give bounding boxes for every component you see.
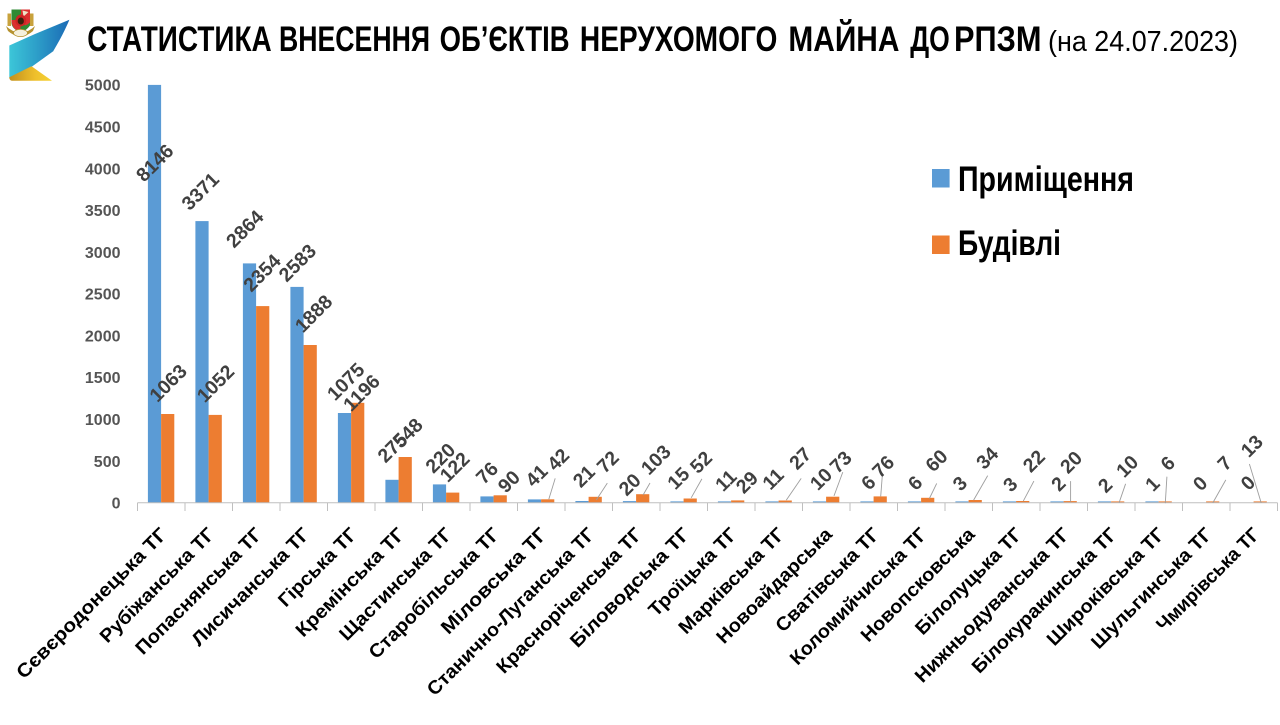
svg-text:500: 500: [94, 454, 121, 471]
svg-text:4500: 4500: [85, 120, 121, 137]
svg-text:НЕРУХОМОГО: НЕРУХОМОГО: [580, 20, 778, 59]
svg-text:ДО: ДО: [910, 20, 950, 59]
svg-text:3500: 3500: [85, 203, 121, 220]
svg-text:2500: 2500: [85, 287, 121, 304]
svg-text:3000: 3000: [85, 245, 121, 262]
svg-text:2000: 2000: [85, 328, 121, 345]
svg-text:МАЙНА: МАЙНА: [788, 19, 899, 59]
svg-text:(на 24.07.2023): (на 24.07.2023): [1048, 26, 1238, 58]
svg-text:0: 0: [112, 496, 121, 513]
svg-text:1000: 1000: [85, 412, 121, 429]
svg-text:1500: 1500: [85, 370, 121, 387]
svg-text:4000: 4000: [85, 161, 121, 178]
svg-text:РПЗМ: РПЗМ: [954, 20, 1042, 59]
svg-text:Приміщення: Приміщення: [958, 160, 1134, 199]
svg-text:5000: 5000: [85, 78, 121, 95]
svg-text:ВНЕСЕННЯ: ВНЕСЕННЯ: [279, 20, 430, 59]
svg-text:Будівлі: Будівлі: [958, 224, 1061, 263]
svg-text:СТАТИСТИКА: СТАТИСТИКА: [87, 20, 272, 59]
svg-text:ОБ’ЄКТІВ: ОБ’ЄКТІВ: [440, 20, 570, 59]
